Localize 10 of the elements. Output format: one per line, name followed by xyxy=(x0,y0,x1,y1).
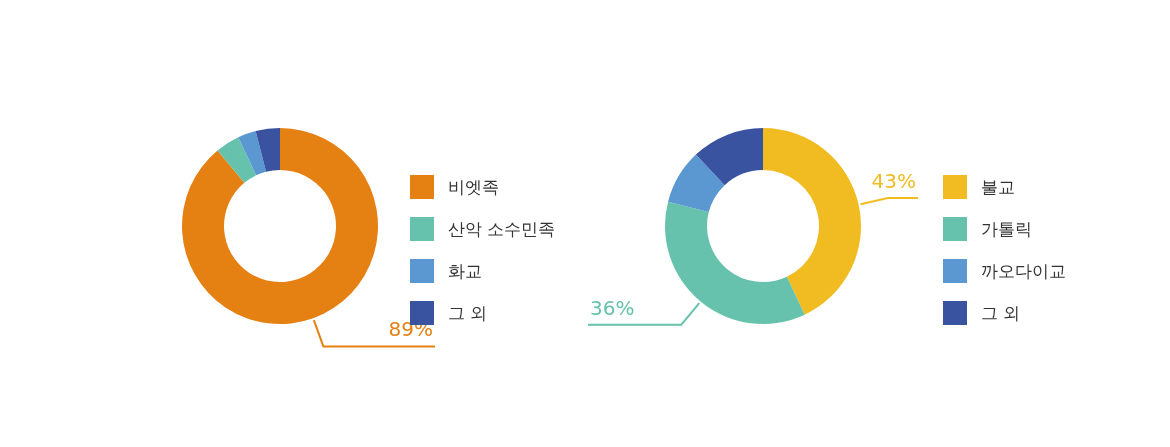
legend-label: 비엣족 xyxy=(448,177,499,197)
legend-label: 산악 소수민족 xyxy=(448,219,556,239)
data-label: 43% xyxy=(871,169,916,194)
legend-label: 불교 xyxy=(981,177,1015,197)
legend-label: 그 외 xyxy=(448,303,488,323)
data-label: 36% xyxy=(590,295,635,320)
legend-label: 그 외 xyxy=(981,303,1021,323)
legend-label: 가톨릭 xyxy=(981,219,1032,239)
legend-label: 까오다이교 xyxy=(981,261,1066,281)
legend-label: 화교 xyxy=(448,261,482,281)
